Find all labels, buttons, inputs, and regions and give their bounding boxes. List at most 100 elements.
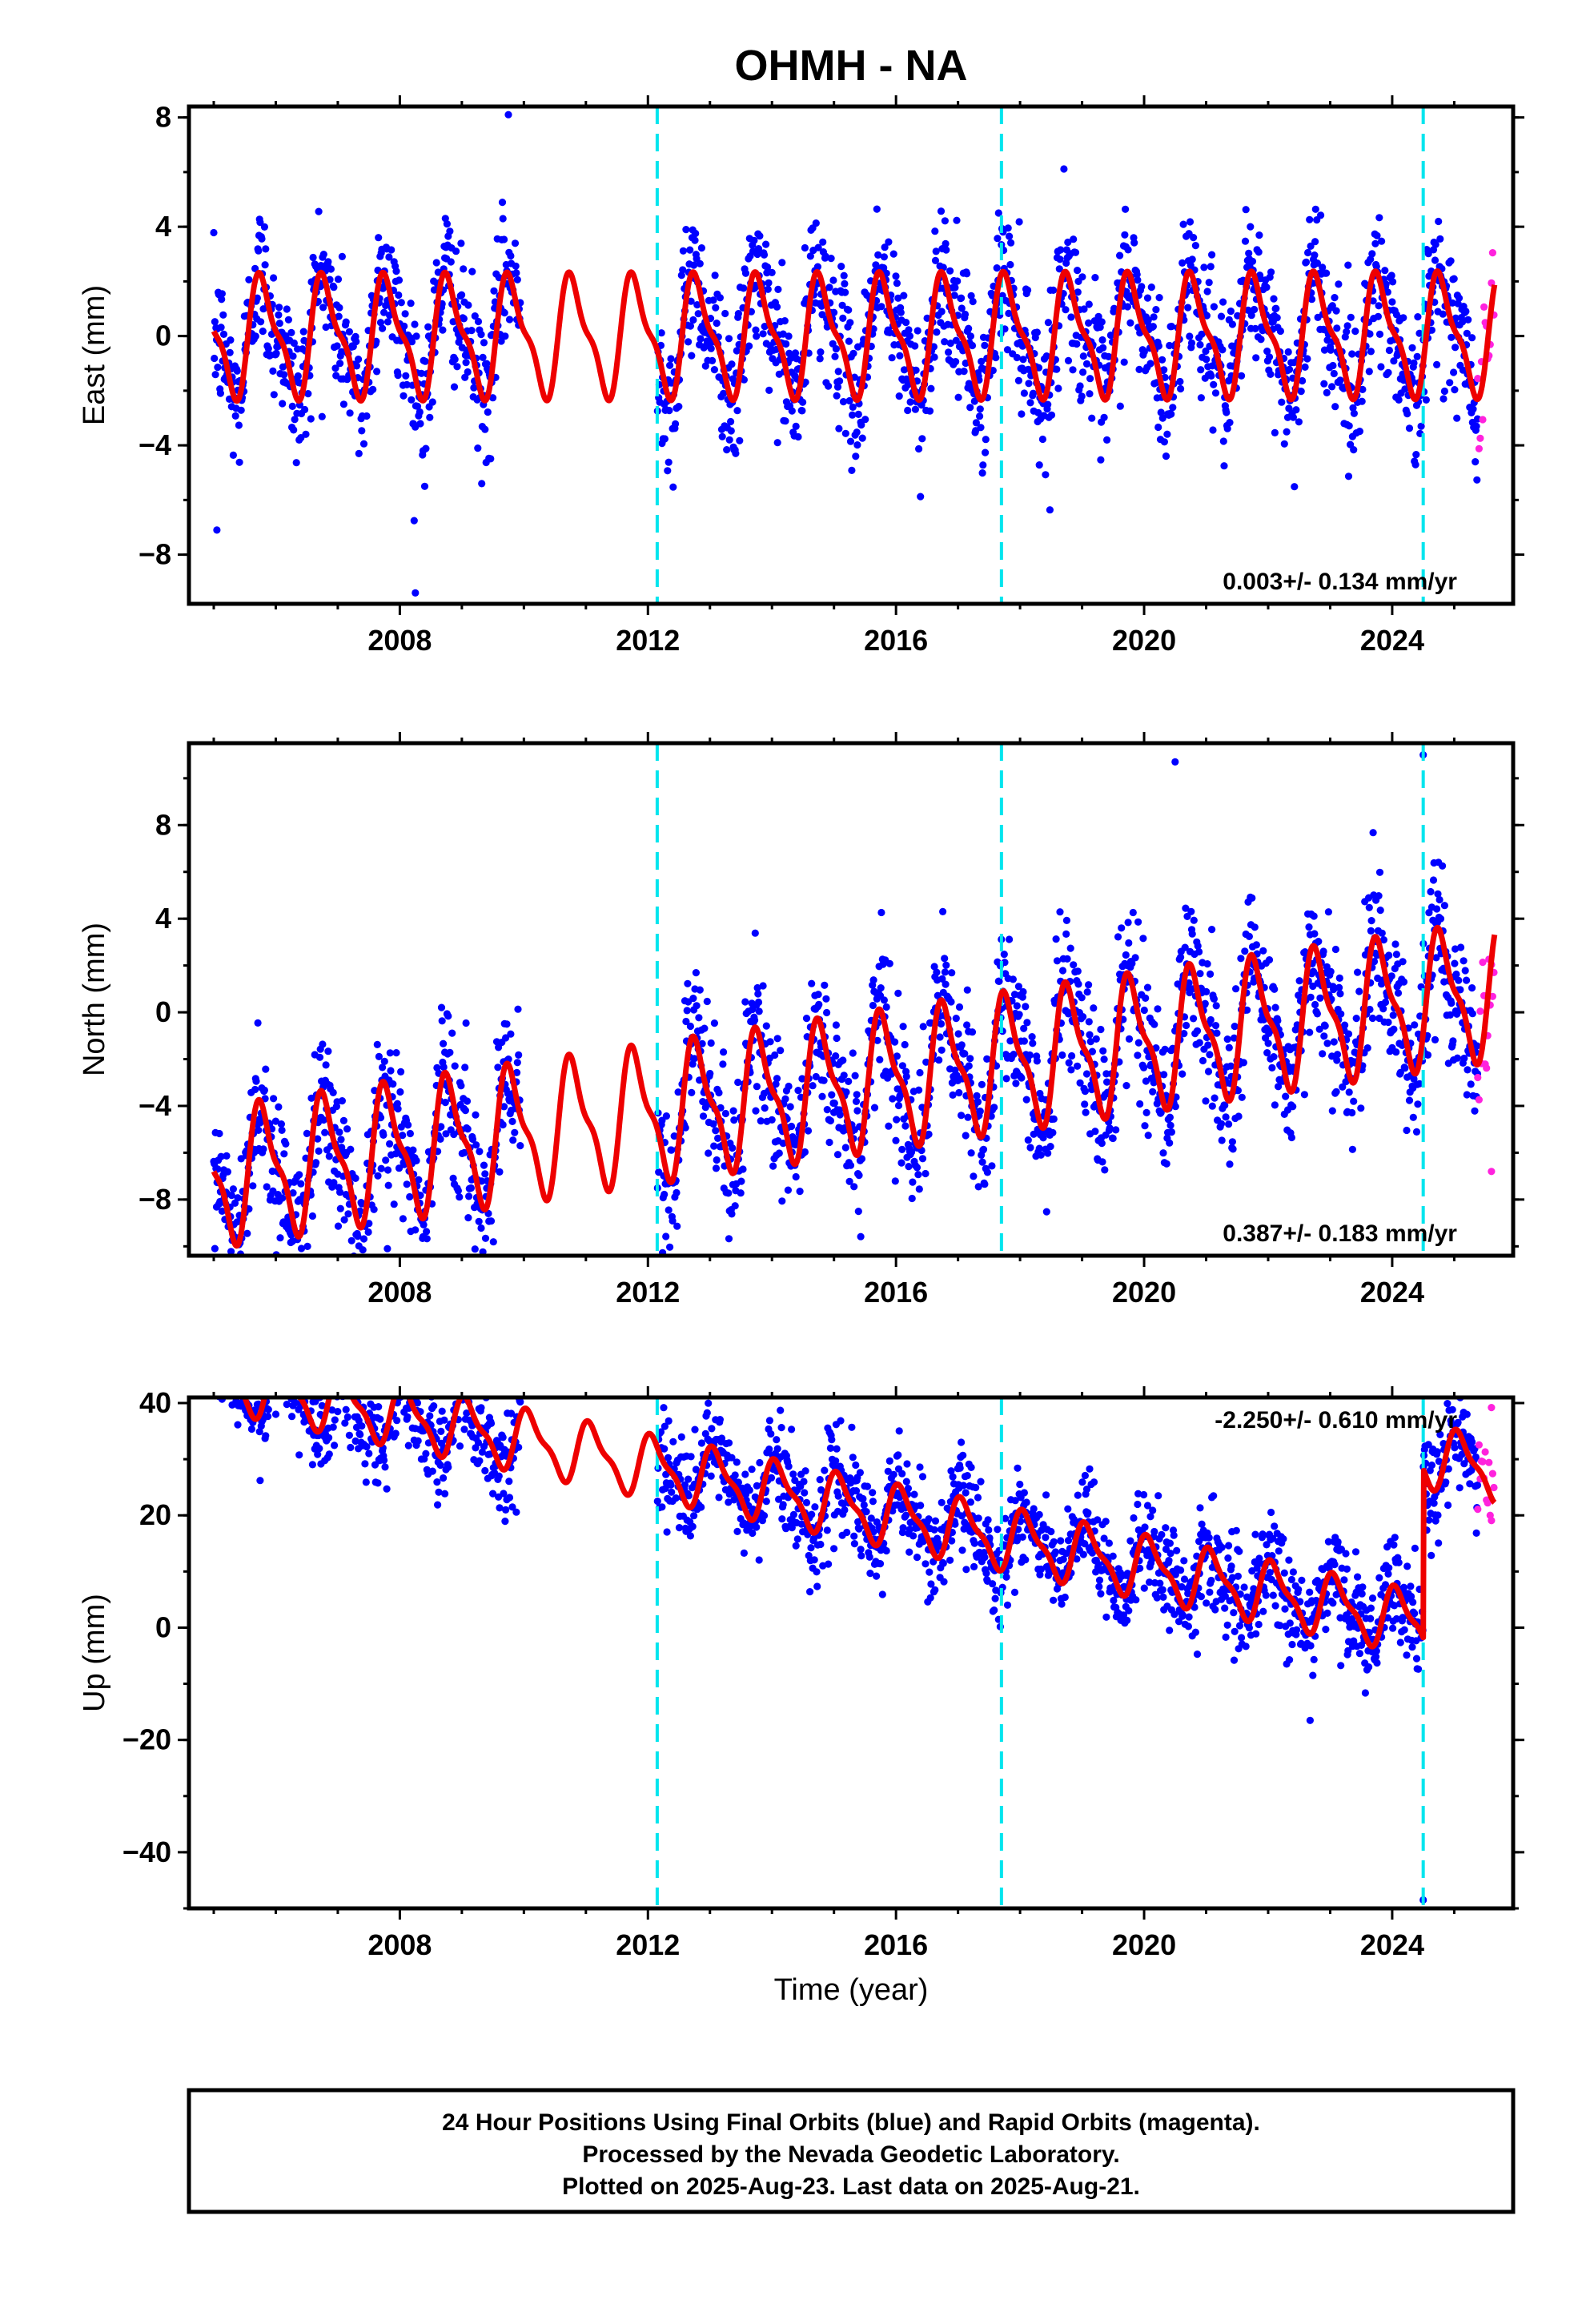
final-orbit-point bbox=[1275, 1083, 1283, 1091]
final-orbit-point bbox=[1436, 235, 1444, 243]
final-orbit-point bbox=[295, 1171, 303, 1179]
final-orbit-point bbox=[237, 1336, 244, 1343]
final-orbit-point bbox=[691, 1425, 699, 1433]
final-orbit-point bbox=[275, 320, 283, 328]
final-orbit-point bbox=[777, 1047, 785, 1055]
final-orbit-point bbox=[785, 1082, 793, 1091]
final-orbit-point bbox=[370, 1205, 378, 1213]
final-orbit-point bbox=[1014, 983, 1022, 991]
final-orbit-point bbox=[685, 1475, 693, 1483]
final-orbit-point bbox=[342, 318, 350, 326]
final-orbit-point bbox=[1411, 460, 1419, 468]
final-orbit-point bbox=[234, 1421, 242, 1429]
final-orbit-point bbox=[1207, 970, 1215, 978]
final-orbit-point bbox=[1167, 323, 1175, 331]
final-orbit-point bbox=[1429, 876, 1438, 884]
final-orbit-point bbox=[981, 1180, 989, 1188]
final-orbit-point bbox=[913, 327, 921, 335]
final-orbit-point bbox=[1431, 1035, 1439, 1043]
final-orbit-point bbox=[365, 1220, 373, 1228]
final-orbit-point bbox=[218, 1351, 225, 1358]
final-orbit-point bbox=[318, 1401, 326, 1409]
final-orbit-point bbox=[1078, 994, 1086, 1002]
final-orbit-point bbox=[324, 1047, 332, 1055]
final-orbit-point bbox=[373, 368, 381, 376]
final-orbit-point bbox=[661, 1485, 669, 1493]
final-orbit-point bbox=[954, 393, 962, 401]
final-orbit-point bbox=[1238, 1093, 1246, 1101]
final-orbit-point bbox=[270, 274, 278, 282]
final-orbit-point bbox=[1347, 313, 1355, 321]
final-orbit-point bbox=[958, 294, 966, 302]
final-orbit-point bbox=[665, 1206, 673, 1214]
final-orbit-point bbox=[927, 384, 935, 392]
final-orbit-point bbox=[1460, 957, 1468, 965]
final-orbit-point bbox=[1188, 255, 1196, 263]
final-orbit-point bbox=[440, 1063, 448, 1072]
final-orbit-point bbox=[1433, 905, 1441, 913]
final-orbit-point bbox=[958, 304, 966, 312]
final-orbit-point bbox=[337, 1136, 345, 1144]
final-orbit-point bbox=[1206, 1051, 1214, 1059]
final-orbit-point bbox=[710, 1142, 718, 1150]
final-orbit-point bbox=[416, 1258, 423, 1265]
final-orbit-point bbox=[706, 1069, 714, 1078]
final-orbit-point bbox=[1209, 426, 1217, 434]
final-orbit-point bbox=[1122, 951, 1130, 959]
final-orbit-point bbox=[1348, 1108, 1356, 1117]
final-orbit-point bbox=[839, 314, 847, 322]
final-orbit-point bbox=[858, 434, 866, 442]
final-orbit-point bbox=[677, 1433, 685, 1441]
final-orbit-point bbox=[1120, 358, 1128, 366]
final-orbit-point bbox=[889, 1095, 897, 1103]
final-orbit-point bbox=[404, 1121, 412, 1129]
final-orbit-point bbox=[398, 1379, 405, 1386]
final-orbit-point bbox=[261, 1384, 268, 1391]
final-orbit-point bbox=[1392, 311, 1400, 319]
final-orbit-point bbox=[949, 1091, 957, 1099]
final-orbit-point bbox=[249, 1182, 257, 1190]
final-orbit-point bbox=[707, 1472, 715, 1480]
final-orbit-point bbox=[392, 1374, 400, 1381]
final-orbit-point bbox=[321, 1128, 329, 1136]
final-orbit-point bbox=[1227, 1062, 1235, 1070]
final-orbit-point bbox=[1384, 1018, 1392, 1027]
final-orbit-point bbox=[966, 332, 974, 340]
final-orbit-point bbox=[1368, 1014, 1377, 1023]
final-orbit-point bbox=[392, 267, 400, 275]
final-orbit-point bbox=[1159, 1149, 1167, 1157]
final-orbit-point bbox=[262, 245, 270, 253]
final-orbit-point bbox=[1074, 980, 1082, 988]
final-orbit-point bbox=[1375, 868, 1384, 876]
final-orbit-point bbox=[782, 340, 790, 348]
final-orbit-point bbox=[1103, 1078, 1111, 1086]
final-orbit-point bbox=[436, 1461, 444, 1470]
final-orbit-point bbox=[1020, 1037, 1028, 1045]
final-orbit-point bbox=[730, 1116, 738, 1124]
final-orbit-point bbox=[831, 352, 839, 360]
final-orbit-point bbox=[1202, 347, 1210, 356]
final-orbit-point bbox=[269, 367, 277, 375]
final-orbit-point bbox=[662, 1112, 671, 1120]
final-orbit-point bbox=[892, 272, 900, 280]
final-orbit-point bbox=[1383, 288, 1391, 296]
final-orbit-point bbox=[359, 1246, 367, 1254]
final-orbit-point bbox=[470, 384, 478, 392]
final-orbit-point bbox=[1410, 1075, 1418, 1083]
final-orbit-point bbox=[217, 324, 225, 332]
final-orbit-point bbox=[475, 1217, 483, 1225]
final-orbit-point bbox=[972, 419, 980, 427]
final-orbit-point bbox=[289, 352, 297, 360]
final-orbit-point bbox=[687, 1453, 695, 1461]
final-orbit-point bbox=[1378, 237, 1386, 245]
final-orbit-point bbox=[1106, 1124, 1114, 1132]
final-orbit-point bbox=[706, 1385, 713, 1393]
final-orbit-point bbox=[703, 997, 711, 1006]
final-orbit-point bbox=[272, 349, 280, 357]
final-orbit-point bbox=[218, 1348, 225, 1355]
final-orbit-point bbox=[361, 1460, 369, 1468]
final-orbit-point bbox=[1446, 379, 1454, 387]
final-orbit-point bbox=[1463, 1091, 1471, 1099]
final-orbit-point bbox=[1343, 322, 1351, 330]
final-orbit-point bbox=[389, 1080, 397, 1088]
